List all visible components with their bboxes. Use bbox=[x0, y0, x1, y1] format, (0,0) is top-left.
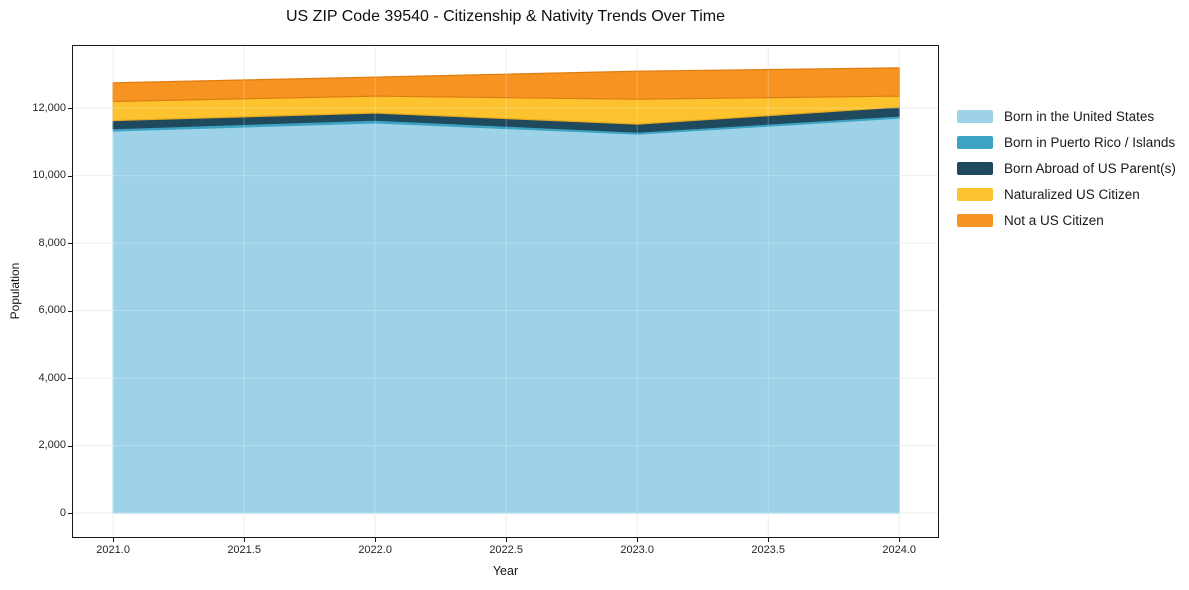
legend-item: Born Abroad of US Parent(s) bbox=[957, 155, 1176, 181]
y-tick-label: 0 bbox=[59, 506, 66, 519]
legend-item: Born in the United States bbox=[957, 103, 1176, 129]
x-tick-label: 2023.0 bbox=[620, 544, 654, 556]
x-tick-label: 2021.5 bbox=[227, 544, 261, 556]
x-tick-mark bbox=[899, 538, 901, 542]
legend-label: Born in Puerto Rico / Islands bbox=[1004, 134, 1176, 150]
y-tick-label: 12,000 bbox=[32, 101, 66, 114]
legend-item: Naturalized US Citizen bbox=[957, 181, 1176, 207]
x-tick-label: 2022.5 bbox=[489, 544, 523, 556]
y-tick-mark bbox=[68, 445, 72, 447]
y-tick-label: 4,000 bbox=[38, 371, 66, 384]
legend-label: Born Abroad of US Parent(s) bbox=[1004, 160, 1176, 176]
y-tick-label: 8,000 bbox=[38, 236, 66, 249]
legend-item: Not a US Citizen bbox=[957, 207, 1176, 233]
x-axis-label: Year bbox=[492, 564, 519, 578]
legend-swatch bbox=[957, 135, 993, 149]
legend-swatch bbox=[957, 187, 993, 201]
y-tick-label: 6,000 bbox=[38, 304, 66, 317]
y-tick-label: 2,000 bbox=[38, 439, 66, 452]
legend-swatch bbox=[957, 161, 993, 175]
y-tick-mark bbox=[68, 243, 72, 245]
plot-area bbox=[72, 45, 939, 538]
x-tick-mark bbox=[637, 538, 639, 542]
y-axis-label: Population bbox=[8, 262, 22, 320]
y-tick-mark bbox=[68, 108, 72, 110]
legend-label: Naturalized US Citizen bbox=[1004, 186, 1140, 202]
x-tick-mark bbox=[113, 538, 115, 542]
x-tick-mark bbox=[506, 538, 508, 542]
y-tick-mark bbox=[68, 378, 72, 380]
legend-label: Born in the United States bbox=[1004, 108, 1155, 124]
y-tick-mark bbox=[68, 310, 72, 312]
chart-title: US ZIP Code 39540 - Citizenship & Nativi… bbox=[286, 8, 725, 25]
x-tick-mark bbox=[768, 538, 770, 542]
legend-swatch bbox=[957, 213, 993, 227]
x-tick-mark bbox=[375, 538, 377, 542]
x-tick-label: 2024.0 bbox=[882, 544, 916, 556]
x-tick-label: 2023.5 bbox=[751, 544, 785, 556]
y-tick-mark bbox=[68, 513, 72, 515]
y-tick-label: 10,000 bbox=[32, 169, 66, 182]
y-tick-mark bbox=[68, 175, 72, 177]
legend-label: Not a US Citizen bbox=[1004, 212, 1104, 228]
legend-item: Born in Puerto Rico / Islands bbox=[957, 129, 1176, 155]
stacked-area-canvas bbox=[72, 45, 939, 538]
legend: Born in the United States Born in Puerto… bbox=[957, 103, 1176, 233]
legend-swatch bbox=[957, 109, 993, 123]
x-tick-mark bbox=[244, 538, 246, 542]
x-tick-label: 2022.0 bbox=[358, 544, 392, 556]
x-tick-label: 2021.0 bbox=[96, 544, 130, 556]
